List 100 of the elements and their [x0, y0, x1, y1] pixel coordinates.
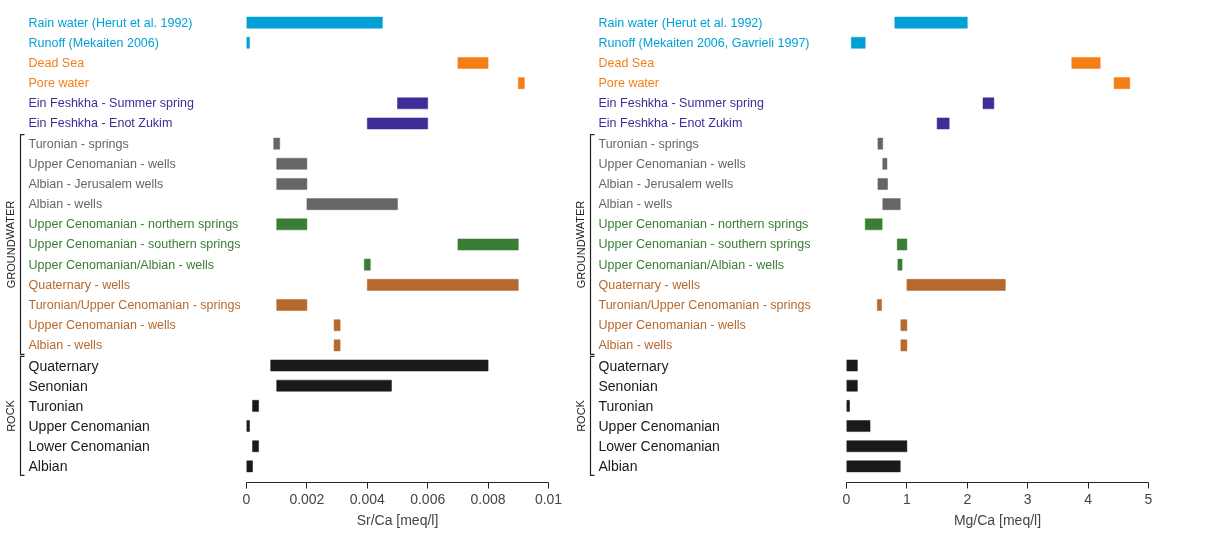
y-tick-label: Upper Cenomanian - southern springs — [598, 237, 811, 252]
x-axis-title: Sr/Ca [meq/l] — [356, 511, 439, 528]
bar — [897, 258, 903, 271]
x-tick-label: 4 — [1084, 490, 1093, 507]
bar — [900, 339, 908, 352]
bar — [896, 238, 908, 251]
x-tick-label: 2 — [963, 490, 972, 507]
y-tick-label: Upper Cenomanian - wells — [598, 318, 746, 333]
x-tick-label: 0 — [842, 490, 851, 507]
bar — [276, 299, 308, 311]
bar — [457, 57, 489, 69]
bar — [1113, 77, 1131, 89]
y-tick-label: Quaternary — [28, 357, 99, 374]
x-tick-label: 0.002 — [289, 490, 325, 507]
text: GROUNDWATER — [574, 200, 587, 289]
y-tick-label: Turonian — [598, 397, 654, 414]
y-tick-label: Albian - wells — [598, 338, 673, 353]
bar — [252, 400, 259, 412]
x-tick-label: 1 — [903, 490, 912, 507]
x-tick-label: 0 — [242, 490, 251, 507]
y-tick-label: Albian - Jerusalem wells — [28, 176, 164, 191]
bar — [894, 16, 968, 29]
bar — [246, 36, 250, 49]
bar — [877, 137, 883, 150]
y-tick-label: Upper Cenomanian/Albian - wells — [28, 257, 215, 272]
bar — [276, 158, 308, 170]
bar — [276, 218, 308, 231]
bar — [276, 379, 392, 392]
y-tick-label: Upper Cenomanian - northern springs — [598, 217, 809, 232]
y-tick-label: Turonian - springs — [598, 136, 699, 151]
bar — [457, 238, 519, 251]
y-tick-label: Lower Cenomanian — [598, 438, 720, 455]
bar — [273, 137, 280, 150]
bar — [982, 97, 995, 110]
x-tick-label: 0.01 — [534, 490, 563, 507]
y-tick-label: Albian - Jerusalem wells — [598, 176, 734, 191]
y-tick-label: Senonian — [28, 377, 88, 394]
bar — [846, 400, 850, 412]
y-tick-label: Upper Cenomanian - wells — [598, 156, 746, 171]
y-tick-label: Pore water — [28, 76, 89, 91]
bar — [364, 258, 371, 271]
bar — [333, 319, 341, 331]
y-tick-label: Upper Cenomanian - wells — [28, 318, 176, 333]
bar — [270, 359, 489, 372]
y-tick-label: Runoff (Mekaiten 2006) — [28, 35, 159, 50]
text: GROUNDWATER — [4, 200, 17, 289]
y-tick-label: Turonian — [28, 397, 84, 414]
y-tick-label: Ein Feshkha - Summer spring — [28, 96, 194, 111]
bar — [864, 218, 883, 231]
text: ROCK — [574, 399, 587, 432]
x-tick-label: 0.006 — [410, 490, 446, 507]
y-tick-label: Lower Cenomanian — [28, 438, 150, 455]
y-tick-label: Upper Cenomanian - northern springs — [28, 217, 239, 232]
y-tick-label: Runoff (Mekaiten 2006, Gavrieli 1997) — [598, 35, 810, 50]
bar — [306, 198, 398, 210]
bar — [846, 379, 858, 392]
y-tick-label: Ein Feshkha - Enot Zukim — [28, 116, 173, 131]
bar — [846, 460, 901, 473]
bar — [252, 440, 259, 452]
bar — [936, 117, 950, 130]
bar — [900, 319, 908, 331]
bar — [276, 178, 308, 190]
bar — [246, 460, 253, 473]
y-tick-label: Albian — [28, 458, 68, 475]
bar — [851, 36, 866, 49]
bar — [882, 198, 901, 210]
y-tick-label: Albian - wells — [598, 197, 673, 212]
y-tick-label: Quaternary - wells — [598, 277, 700, 292]
x-tick-label: 5 — [1144, 490, 1153, 507]
x-tick-label: 3 — [1023, 490, 1032, 507]
y-tick-label: Quaternary - wells — [28, 277, 130, 292]
x-tick-label: 0.008 — [470, 490, 506, 507]
bar — [906, 279, 1006, 291]
bar — [367, 117, 428, 130]
bar — [246, 16, 383, 29]
bar — [846, 420, 871, 432]
bar — [877, 299, 882, 311]
y-tick-label: Upper Cenomanian/Albian - wells — [598, 257, 785, 272]
y-tick-label: Ein Feshkha - Summer spring — [598, 96, 764, 111]
y-tick-label: Pore water — [598, 76, 659, 91]
bar — [367, 279, 519, 291]
bar — [846, 440, 908, 452]
y-tick-label: Upper Cenomanian - wells — [28, 156, 176, 171]
y-tick-label: Rain water (Herut et al. 1992) — [28, 15, 193, 30]
bar — [846, 359, 858, 372]
bar — [246, 420, 250, 432]
y-tick-label: Senonian — [598, 377, 658, 394]
y-tick-label: Upper Cenomanian — [28, 418, 150, 435]
bar — [1071, 57, 1101, 69]
y-tick-label: Albian - wells — [28, 338, 103, 353]
y-tick-label: Albian — [598, 458, 638, 475]
bar — [397, 97, 428, 110]
text: ROCK — [4, 399, 17, 432]
y-tick-label: Dead Sea — [598, 55, 655, 70]
y-tick-label: Turonian/Upper Cenomanian - springs — [28, 298, 241, 312]
bar — [333, 339, 341, 352]
y-tick-label: Upper Cenomanian - southern springs — [28, 237, 241, 252]
y-tick-label: Quaternary — [598, 357, 669, 374]
y-tick-label: Ein Feshkha - Enot Zukim — [598, 116, 743, 131]
y-tick-label: Turonian - springs — [28, 136, 129, 151]
